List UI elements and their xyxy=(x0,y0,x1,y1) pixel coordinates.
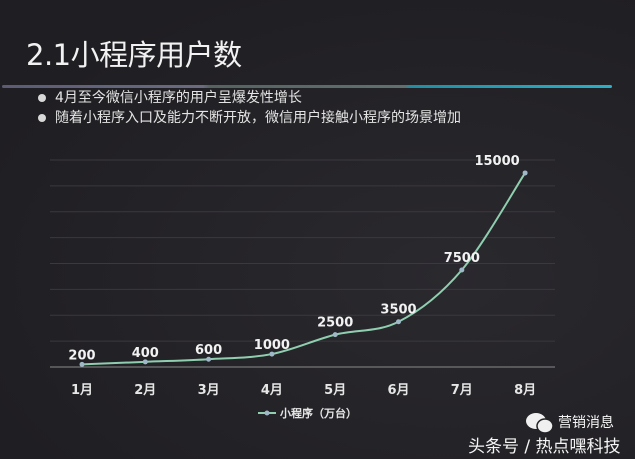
x-tick-label: 5月 xyxy=(324,383,346,398)
data-label: 15000 xyxy=(474,154,519,169)
slide-title: 2.1小程序用户数 xyxy=(26,38,242,72)
watermark-source: 头条号 / 热点嘿科技 xyxy=(468,437,621,457)
wechat-icon xyxy=(526,413,554,434)
bullet-text: 随着小程序入口及能力不断开放，微信用户接触小程序的场景增加 xyxy=(55,110,461,126)
x-tick-label: 4月 xyxy=(261,383,283,398)
data-label: 1000 xyxy=(254,338,290,353)
data-point xyxy=(142,359,148,365)
data-point xyxy=(332,332,338,338)
x-tick-label: 6月 xyxy=(387,383,409,398)
series-line xyxy=(81,172,526,366)
legend-label: 小程序（万台） xyxy=(279,406,357,420)
x-tick-label: 1月 xyxy=(71,383,93,398)
data-point xyxy=(396,319,401,325)
data-label: 400 xyxy=(132,346,159,361)
x-tick-label: 7月 xyxy=(451,383,473,398)
data-point xyxy=(522,170,528,176)
data-label: 3500 xyxy=(380,303,416,318)
bullet-item: 4月至今微信小程序的用户呈爆发性增长 xyxy=(38,87,302,107)
legend-marker-icon xyxy=(264,410,270,416)
x-tick-label: 8月 xyxy=(514,383,536,398)
x-tick-label: 3月 xyxy=(198,383,220,398)
bullet-item: 随着小程序入口及能力不断开放，微信用户接触小程序的场景增加 xyxy=(38,107,461,127)
bullet-dot-icon xyxy=(38,114,46,122)
data-label: 7500 xyxy=(444,251,480,266)
watermark-brand: 营销消息 xyxy=(558,415,614,431)
data-label: 200 xyxy=(68,348,95,363)
x-tick-label: 2月 xyxy=(134,383,156,398)
bullet-text: 4月至今微信小程序的用户呈爆发性增长 xyxy=(55,90,302,106)
data-point xyxy=(459,267,465,273)
bullet-dot-icon xyxy=(38,94,46,102)
data-label: 2500 xyxy=(317,316,353,331)
title-divider xyxy=(2,85,612,88)
data-point xyxy=(79,361,85,367)
data-point xyxy=(206,356,212,362)
data-point xyxy=(269,351,275,357)
data-label: 600 xyxy=(195,343,222,358)
